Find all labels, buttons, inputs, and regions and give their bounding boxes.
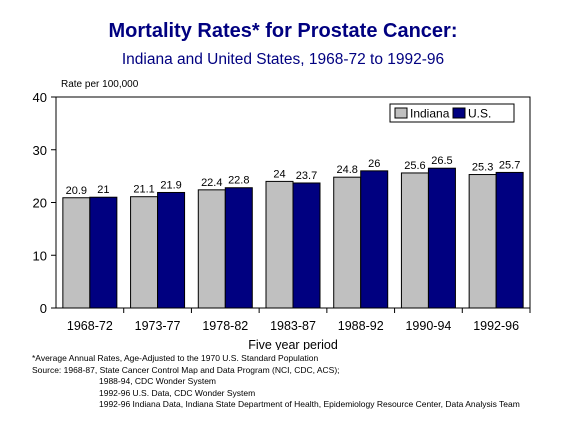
data-label: 21.1 bbox=[133, 184, 154, 196]
bar bbox=[62, 197, 91, 309]
y-tick-label: 30 bbox=[33, 143, 47, 158]
bar bbox=[130, 196, 159, 309]
plot-area: 0 10 20 30 40 20.9 21 1968-72 21.1 21.9 1973-77 22.… bbox=[33, 90, 531, 333]
legend-entry: Indiana bbox=[410, 107, 450, 121]
legend-swatch bbox=[394, 107, 408, 119]
legend-swatch bbox=[452, 107, 466, 119]
data-label: 25.6 bbox=[404, 160, 425, 172]
bar bbox=[157, 191, 186, 309]
x-tick-label: 1990-94 bbox=[405, 319, 451, 333]
footnote-source-indiana: 1992-96 Indiana Data, Indiana State Depa… bbox=[99, 399, 520, 410]
x-axis-label: Five year period bbox=[248, 338, 338, 350]
footnotes: *Average Annual Rates, Age-Adjusted to t… bbox=[32, 353, 520, 411]
footnote-source-1988: 1988-94, CDC Wonder System bbox=[99, 376, 217, 387]
y-tick-label: 40 bbox=[33, 90, 47, 105]
y-tick-label: 0 bbox=[40, 301, 47, 316]
data-label: 23.7 bbox=[296, 170, 317, 182]
data-label: 26 bbox=[368, 158, 380, 170]
legend: Indiana U.S. bbox=[389, 103, 515, 123]
bar bbox=[427, 167, 456, 309]
legend-entry: U.S. bbox=[468, 107, 491, 121]
data-label: 21 bbox=[97, 184, 109, 196]
bar bbox=[360, 170, 389, 309]
x-tick-label: 1992-96 bbox=[473, 319, 519, 333]
bar bbox=[197, 189, 226, 309]
x-tick-label: 1983-87 bbox=[270, 319, 316, 333]
data-label: 22.8 bbox=[228, 175, 249, 187]
data-label: 25.3 bbox=[472, 162, 493, 174]
y-tick-label: 20 bbox=[33, 196, 47, 211]
data-label: 22.4 bbox=[201, 177, 222, 189]
bar bbox=[333, 176, 362, 309]
chart-subtitle: Indiana and United States, 1968-72 to 19… bbox=[121, 51, 445, 68]
y-tick-label: 10 bbox=[33, 248, 47, 263]
x-tick-label: 1978-82 bbox=[202, 319, 248, 333]
x-tick-label: 1988-92 bbox=[338, 319, 384, 333]
bar bbox=[292, 182, 321, 309]
chart-title: Mortality Rates* for Prostate Cancer: bbox=[108, 20, 458, 42]
bar-chart: 0 10 20 30 40 20.9 21 1968-72 21.1 21.9 1973-77 22.… bbox=[33, 90, 531, 350]
footnote-age-adjusted: *Average Annual Rates, Age-Adjusted to t… bbox=[32, 353, 319, 363]
y-axis-label: Rate per 100,000 bbox=[61, 79, 139, 90]
footnote-source: Source: 1968-87, State Cancer Control Ma… bbox=[32, 364, 340, 375]
legend-box bbox=[389, 103, 515, 123]
x-tick-label: 1968-72 bbox=[67, 319, 113, 333]
bar bbox=[265, 180, 294, 309]
bar bbox=[89, 196, 118, 309]
data-label: 24 bbox=[273, 168, 285, 180]
data-label: 20.9 bbox=[66, 185, 87, 197]
x-tick-label: 1973-77 bbox=[135, 319, 181, 333]
bar bbox=[468, 174, 497, 309]
data-label: 24.8 bbox=[337, 164, 358, 176]
data-label: 21.9 bbox=[160, 179, 181, 191]
data-label: 26.5 bbox=[431, 155, 452, 167]
bar bbox=[224, 187, 253, 309]
bar bbox=[400, 172, 429, 309]
bar bbox=[495, 171, 524, 309]
data-label: 25.7 bbox=[499, 159, 520, 171]
footnote-source-us: 1992-96 U.S. Data, CDC Wonder System bbox=[99, 387, 256, 398]
